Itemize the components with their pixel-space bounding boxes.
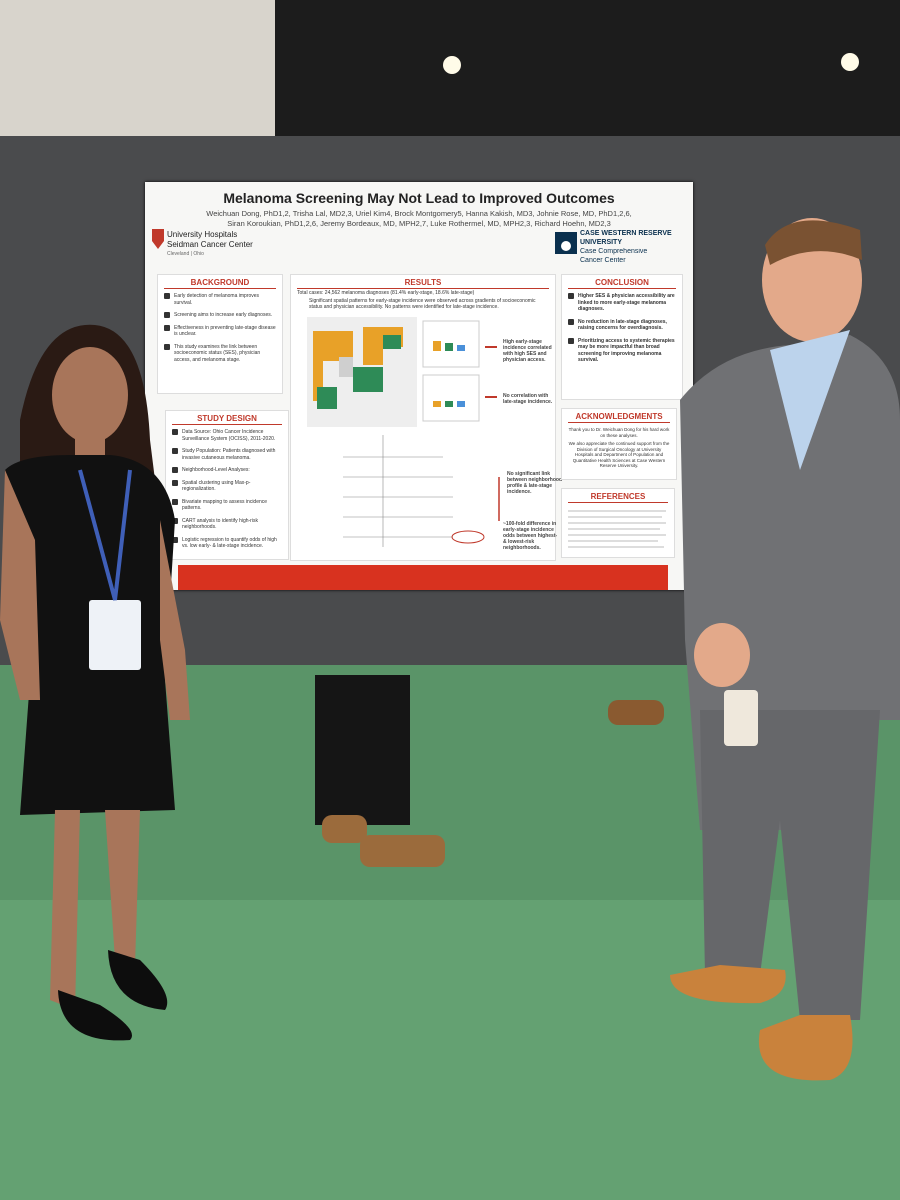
bullet: Prioritizing access to systemic therapie… bbox=[568, 337, 677, 364]
bullet: Spatial clustering using Max-p-regionali… bbox=[172, 479, 283, 493]
wall-panel bbox=[0, 0, 275, 140]
conclusion-panel: CONCLUSION Higher SES & physician access… bbox=[561, 274, 683, 400]
references-panel: REFERENCES bbox=[561, 488, 675, 558]
ceiling-light bbox=[443, 56, 461, 74]
person-behind-legs bbox=[315, 675, 410, 825]
results-figures bbox=[307, 317, 500, 547]
results-callout: High early-stage incidence correlated wi… bbox=[503, 339, 552, 363]
study-design-panel: STUDY DESIGN Data Source: Ohio Cancer In… bbox=[165, 410, 289, 560]
bullet: Effectiveness in preventing late-stage d… bbox=[164, 324, 276, 337]
results-summary: Significant spatial patterns for early-s… bbox=[309, 298, 536, 310]
poster-authors: Weichuan Dong, PhD1,2, Trisha Lal, MD2,3… bbox=[206, 209, 632, 228]
shoe bbox=[322, 815, 367, 843]
reference-lines bbox=[568, 510, 666, 548]
shoe bbox=[608, 700, 664, 725]
ack-text: We also appreciate the continued support… bbox=[568, 441, 670, 468]
logo-right-line: UNIVERSITY bbox=[580, 239, 623, 246]
section-heading: CONCLUSION bbox=[568, 278, 676, 289]
logo-left-line: Seidman Cancer Center bbox=[167, 240, 253, 249]
section-heading: RESULTS bbox=[297, 278, 549, 289]
shoe bbox=[360, 835, 445, 867]
bullet: Study Population: Patients diagnosed wit… bbox=[172, 448, 283, 461]
carpet-near bbox=[0, 900, 900, 1200]
bullet: Early detection of melanoma improves sur… bbox=[164, 293, 277, 306]
cwru-logo-icon bbox=[555, 232, 577, 254]
bullet: Data Source: Ohio Cancer Incidence Surve… bbox=[172, 429, 283, 442]
poster-footer-bar bbox=[178, 565, 668, 590]
bullet: Bivariate mapping to assess incidence pa… bbox=[172, 498, 283, 512]
section-heading: REFERENCES bbox=[568, 492, 668, 503]
logo-right-line: Case Comprehensive bbox=[580, 248, 648, 255]
bullet: This study examines the link between soc… bbox=[164, 343, 277, 364]
bullet: Higher SES & physician accessibility are… bbox=[568, 293, 677, 313]
logo-right-line: CASE WESTERN RESERVE bbox=[580, 230, 672, 237]
logo-left-line: University Hospitals bbox=[167, 230, 238, 239]
bullet: Screening aims to increase early diagnos… bbox=[164, 312, 277, 319]
results-panel: RESULTS Total cases: 24,562 melanoma dia… bbox=[290, 274, 562, 561]
background-panel: BACKGROUND Early detection of melanoma i… bbox=[157, 274, 283, 394]
bullet: Neighborhood-Level Analyses: bbox=[172, 467, 283, 474]
poster: Melanoma Screening May Not Lead to Impro… bbox=[145, 182, 693, 590]
section-heading: STUDY DESIGN bbox=[172, 414, 282, 425]
poster-title: Melanoma Screening May Not Lead to Impro… bbox=[223, 190, 615, 206]
bullet: Logistic regression to quantify odds of … bbox=[172, 536, 283, 550]
acknowledgments-panel: ACKNOWLEDGMENTS Thank you to Dr. Weichua… bbox=[561, 408, 677, 480]
ack-text: Thank you to Dr. Weichuan Dong for his h… bbox=[568, 427, 670, 438]
results-callout: ~100-fold difference in early-stage inci… bbox=[503, 521, 558, 551]
logo-right-line: Cancer Center bbox=[580, 257, 626, 264]
section-heading: ACKNOWLEDGMENTS bbox=[568, 412, 670, 423]
results-callout: No significant link between neighborhood… bbox=[507, 471, 562, 495]
results-total: Total cases: 24,562 melanoma diagnoses (… bbox=[297, 290, 475, 296]
uh-logo-icon bbox=[152, 229, 164, 249]
ceiling-light bbox=[841, 53, 859, 71]
logo-left-line: Cleveland | Ohio bbox=[167, 251, 204, 257]
bullet: CART analysis to identify high-risk neig… bbox=[172, 517, 283, 531]
bullet: No reduction in late-stage diagnoses, ra… bbox=[568, 318, 677, 332]
section-heading: BACKGROUND bbox=[164, 278, 276, 289]
results-callout: No correlation with late-stage incidence… bbox=[503, 393, 553, 405]
